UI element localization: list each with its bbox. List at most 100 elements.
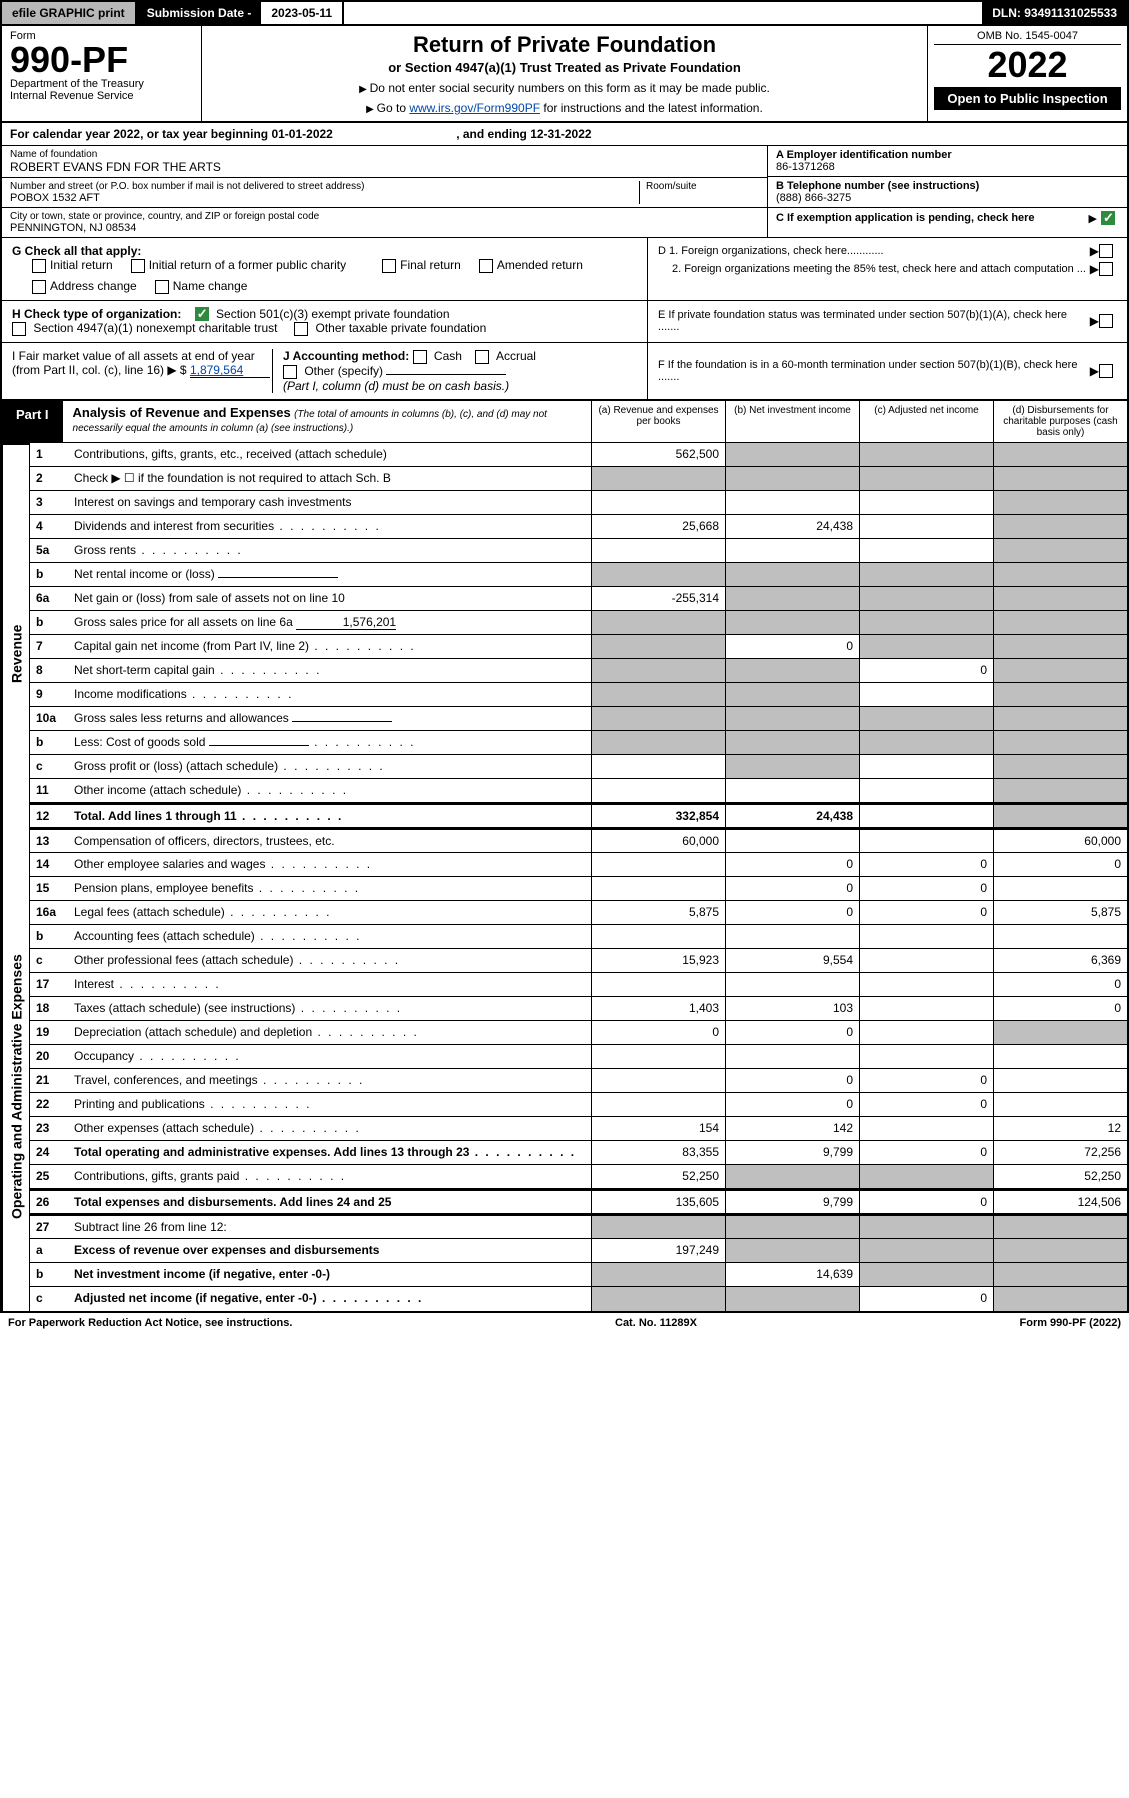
other-taxable-checkbox[interactable] [294,322,308,336]
c-label: C If exemption application is pending, c… [776,212,1085,224]
row-desc-text: Less: Cost of goods sold [74,735,205,749]
final-return-checkbox[interactable] [382,259,396,273]
row-num: 22 [30,1093,68,1116]
table-row: 27 Subtract line 26 from line 12: [30,1214,1127,1239]
inline-field[interactable] [209,745,309,746]
cell-d: 52,250 [993,1165,1127,1188]
exemption-pending-checkbox[interactable] [1101,211,1115,225]
table-row: 8 Net short-term capital gain 0 [30,659,1127,683]
cell-a [591,1069,725,1092]
former-charity-checkbox[interactable] [131,259,145,273]
table-row: 4 Dividends and interest from securities… [30,515,1127,539]
row-desc: Other professional fees (attach schedule… [68,949,591,972]
city-label: City or town, state or province, country… [10,211,759,222]
f-label: F If the foundation is in a 60-month ter… [658,359,1090,383]
cell-a: 5,875 [591,901,725,924]
initial-return-checkbox[interactable] [32,259,46,273]
4947a1-checkbox[interactable] [12,322,26,336]
cell-c: 0 [859,853,993,876]
cell-b: 9,799 [725,1141,859,1164]
amended-return-checkbox[interactable] [479,259,493,273]
cell-d [993,659,1127,682]
501c3-checkbox[interactable] [195,307,209,321]
cell-a [591,755,725,778]
d1-checkbox[interactable] [1099,244,1113,258]
row-num: 8 [30,659,68,682]
d-section: D 1. Foreign organizations, check here..… [647,238,1127,300]
cell-d: 124,506 [993,1191,1127,1213]
cell-d [993,707,1127,730]
row-num: 16a [30,901,68,924]
cell-b [725,587,859,610]
row-desc: Capital gain net income (from Part IV, l… [68,635,591,658]
cell-b: 142 [725,1117,859,1140]
ein-label: A Employer identification number [776,149,1119,161]
cell-d [993,1239,1127,1262]
d2-checkbox[interactable] [1099,262,1113,276]
e-checkbox[interactable] [1099,314,1113,328]
other-method-checkbox[interactable] [283,365,297,379]
dln: DLN: 93491131025533 [982,2,1127,24]
table-row: 1 Contributions, gifts, grants, etc., re… [30,443,1127,467]
cell-c [859,1165,993,1188]
other-specify-field[interactable] [386,374,506,375]
d1-label: D 1. Foreign organizations, check here..… [658,245,1090,257]
cell-d [993,805,1127,827]
cell-c: 0 [859,877,993,900]
table-row: 22 Printing and publications 0 0 [30,1093,1127,1117]
efile-print-button[interactable]: efile GRAPHIC print [2,2,137,24]
h-section: H Check type of organization: Section 50… [2,301,647,343]
cell-d [993,539,1127,562]
cell-b: 0 [725,1093,859,1116]
c-cell: C If exemption application is pending, c… [768,208,1127,228]
city-cell: City or town, state or province, country… [2,208,767,237]
cell-b: 0 [725,877,859,900]
table-row: 24 Total operating and administrative ex… [30,1141,1127,1165]
col-c-header: (c) Adjusted net income [859,401,993,442]
address-change-checkbox[interactable] [32,280,46,294]
cell-d [993,635,1127,658]
table-row: 19 Depreciation (attach schedule) and de… [30,1021,1127,1045]
row-desc: Interest [68,973,591,996]
topbar-spacer [344,2,982,24]
row-num: 10a [30,707,68,730]
f-checkbox[interactable] [1099,364,1113,378]
fmv-value[interactable]: 1,879,564 [190,363,270,378]
form990pf-link[interactable]: www.irs.gov/Form990PF [409,101,540,115]
name-change-checkbox[interactable] [155,280,169,294]
cell-c [859,997,993,1020]
cell-c: 0 [859,1141,993,1164]
table-row: 6a Net gain or (loss) from sale of asset… [30,587,1127,611]
cell-c: 0 [859,1069,993,1092]
table-row: 11 Other income (attach schedule) [30,779,1127,803]
row-num: 3 [30,491,68,514]
calyear-mid: , and ending [456,127,530,141]
part1-header: Part I Analysis of Revenue and Expenses … [0,401,1129,443]
cell-d [993,1069,1127,1092]
inline-field[interactable] [218,577,338,578]
col-a-header: (a) Revenue and expenses per books [591,401,725,442]
cell-c: 0 [859,1093,993,1116]
ssn-warning: Do not enter social security numbers on … [212,81,917,95]
cell-c [859,707,993,730]
row-desc: Total operating and administrative expen… [68,1141,591,1164]
row-num: 21 [30,1069,68,1092]
h-opt1: Section 501(c)(3) exempt private foundat… [216,307,449,321]
accrual-checkbox[interactable] [475,350,489,364]
phone-cell: B Telephone number (see instructions) (8… [768,177,1127,208]
table-row: 23 Other expenses (attach schedule) 154 … [30,1117,1127,1141]
cell-c [859,683,993,706]
topbar: efile GRAPHIC print Submission Date - 20… [0,0,1129,26]
table-row: 15 Pension plans, employee benefits 0 0 [30,877,1127,901]
row-num: 17 [30,973,68,996]
g-section: G Check all that apply: Initial return I… [2,238,647,300]
cell-d [993,1216,1127,1238]
cell-b: 0 [725,901,859,924]
row-num: 7 [30,635,68,658]
row-desc: Depreciation (attach schedule) and deple… [68,1021,591,1044]
dln-label: DLN: [992,6,1024,20]
inline-field[interactable] [292,721,392,722]
cash-checkbox[interactable] [413,350,427,364]
cell-a: 60,000 [591,830,725,852]
row-num: b [30,731,68,754]
